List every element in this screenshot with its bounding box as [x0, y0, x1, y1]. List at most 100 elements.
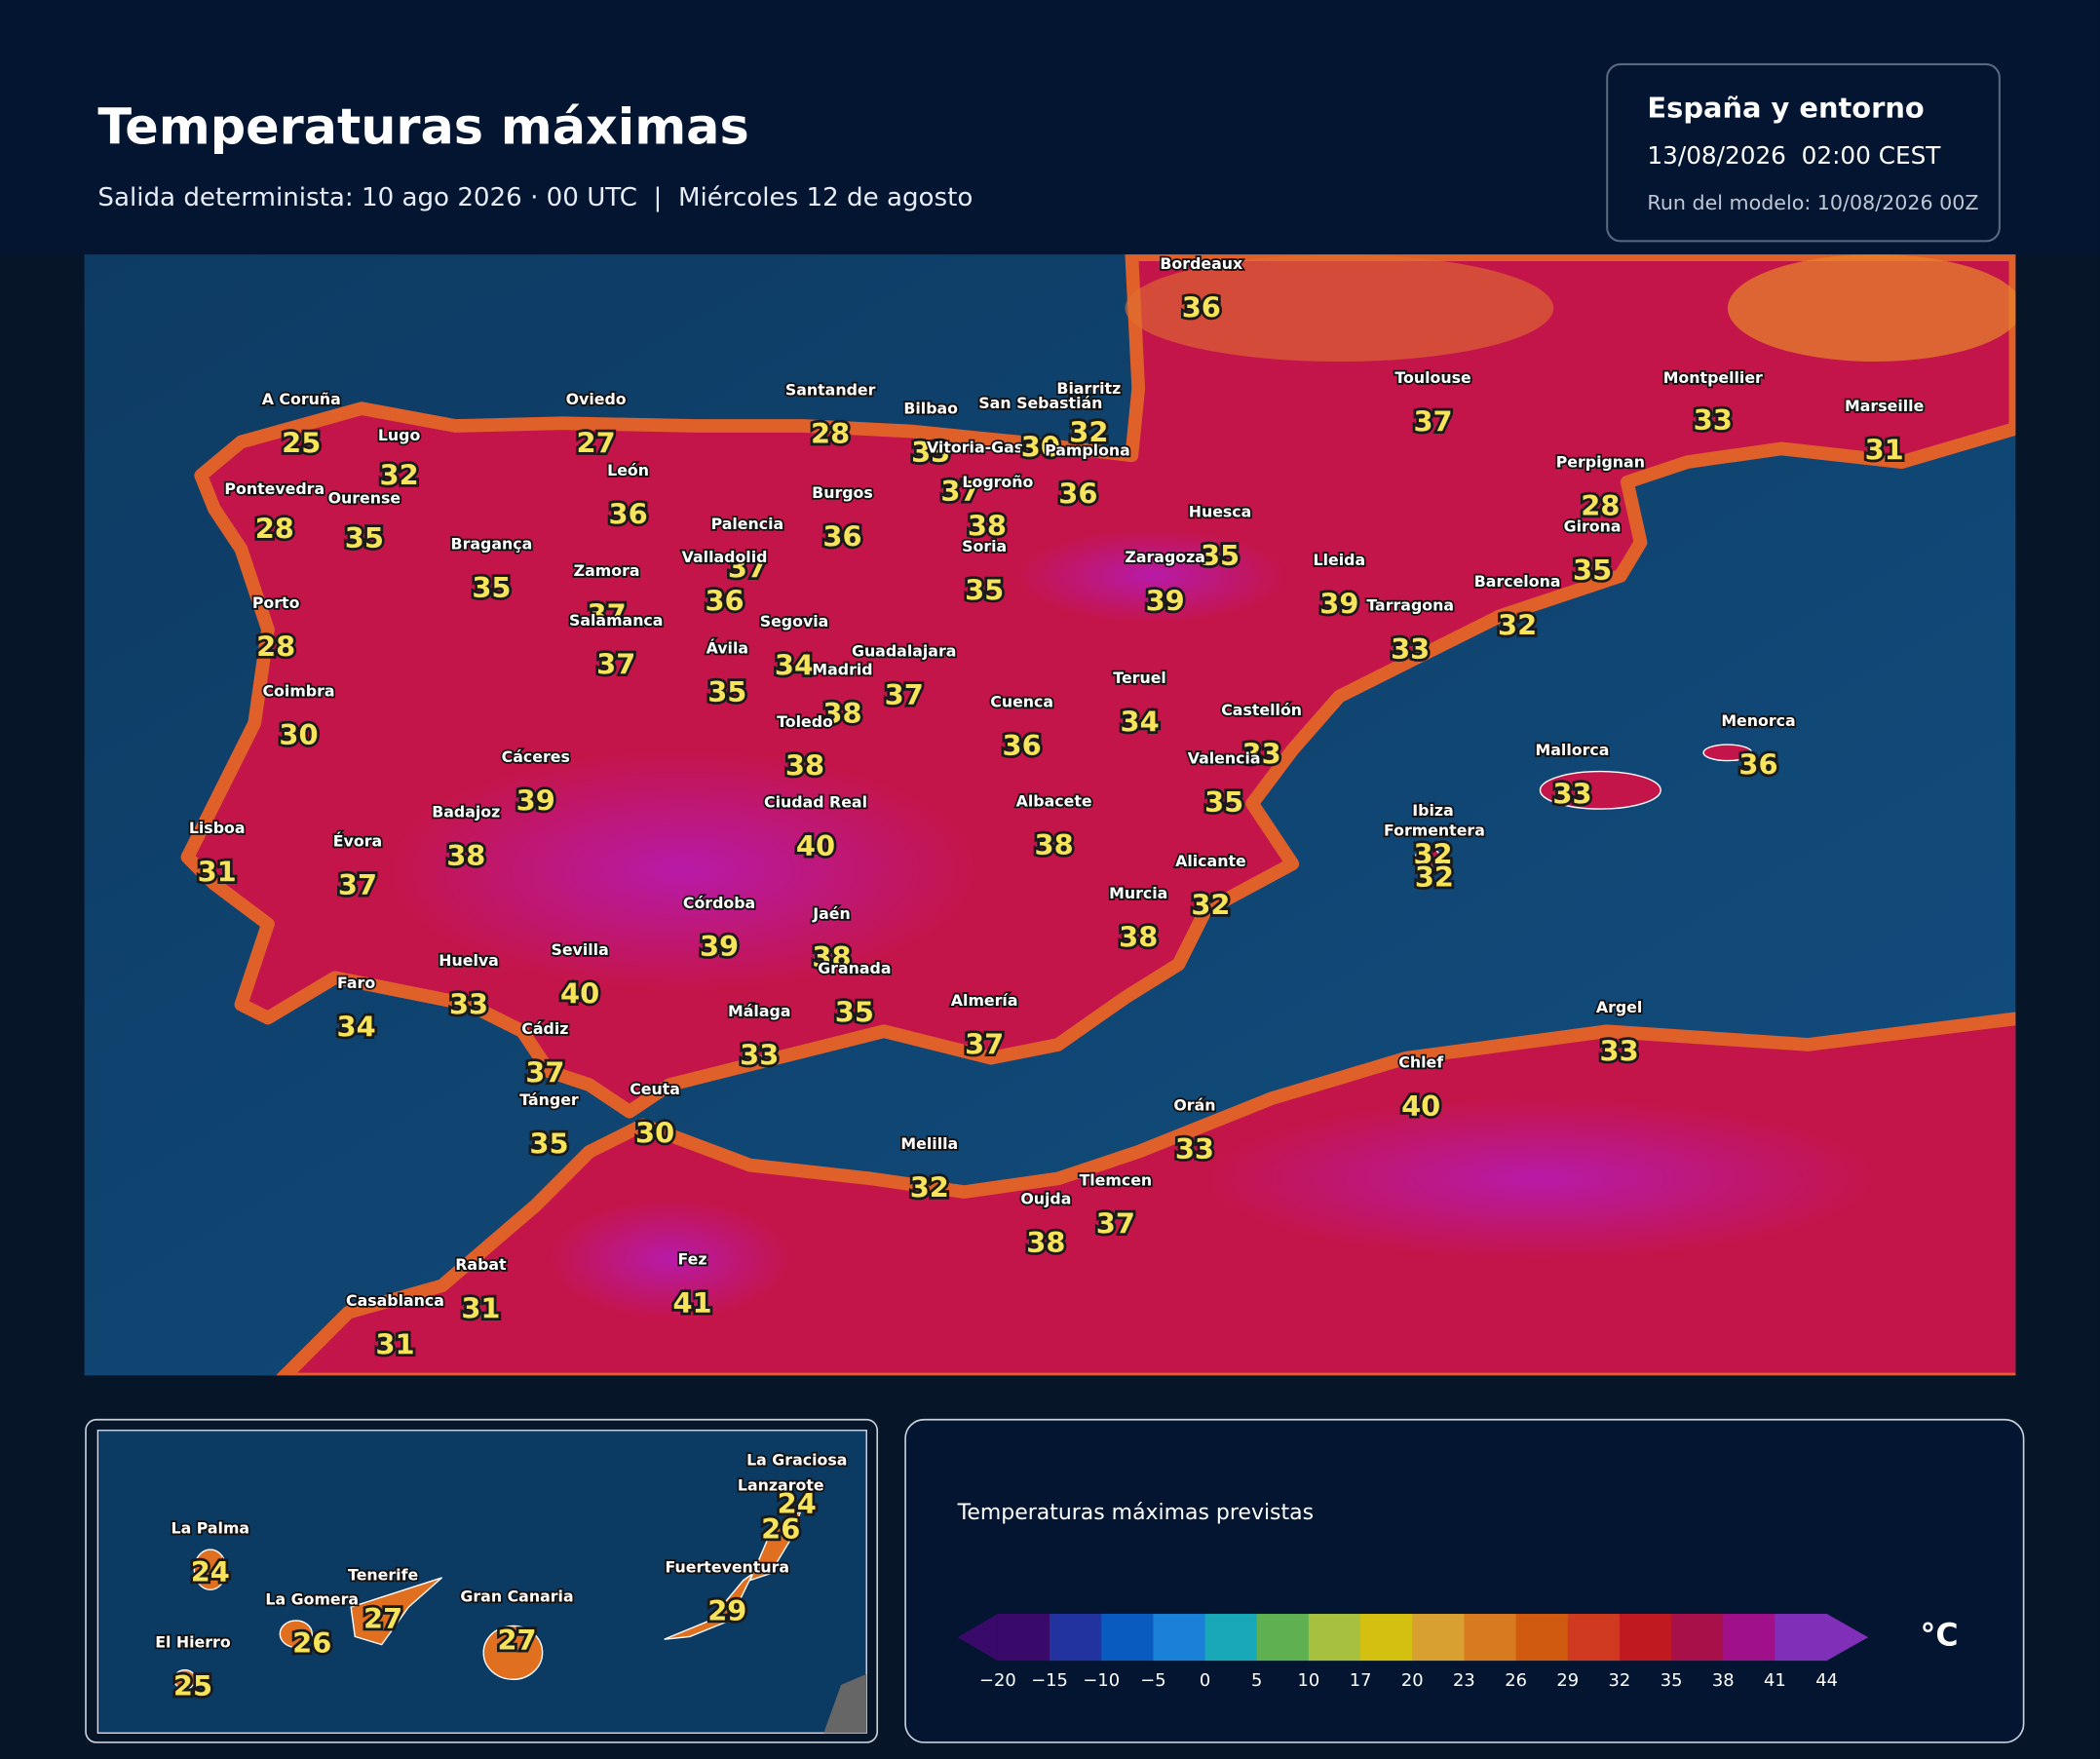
- title: Temperaturas máximas: [97, 97, 748, 155]
- place-name: Pamplona: [1045, 440, 1130, 459]
- place-name: Lisboa: [189, 819, 246, 837]
- place-name: Cádiz: [521, 1019, 568, 1038]
- island: [1702, 744, 1753, 762]
- colorbar-segment: [1256, 1614, 1310, 1662]
- colorbar-tick-label: 10: [1298, 1670, 1320, 1691]
- temperature-label: 33: [740, 1039, 779, 1072]
- place-name: Burgos: [812, 483, 873, 502]
- colorbar-segment: [1360, 1614, 1413, 1662]
- temperature-label: 39: [1319, 587, 1358, 620]
- temperature-label: 40: [1401, 1090, 1440, 1123]
- island: [1414, 847, 1441, 867]
- temperature-label: 30: [1021, 431, 1060, 464]
- place-name: La Palma: [172, 1519, 250, 1538]
- colorbar-segment: [1515, 1614, 1569, 1662]
- place-name: Faro: [337, 974, 375, 992]
- temperature-label: 36: [1003, 729, 1042, 762]
- temperature-label: 32: [1191, 889, 1230, 922]
- island: [350, 1577, 443, 1646]
- colorbar-segment: [1050, 1614, 1102, 1662]
- place-name: Tánger: [519, 1090, 579, 1109]
- place-name: Lanzarote: [738, 1476, 824, 1495]
- place-name: Oviedo: [566, 390, 627, 408]
- colorbar-tick-label: 23: [1453, 1670, 1475, 1691]
- temperature-label: 28: [256, 630, 295, 663]
- temperature-label: 38: [812, 940, 851, 974]
- temperature-label: 32: [380, 458, 419, 491]
- temperature-label: 32: [910, 1171, 949, 1205]
- temperature-label: 37: [728, 551, 767, 584]
- temperature-label: 33: [1599, 1034, 1638, 1067]
- temperature-label: 35: [1204, 785, 1243, 819]
- place-name: Palencia: [711, 515, 784, 533]
- place-name: Huelva: [439, 951, 499, 970]
- coast: [823, 1673, 867, 1734]
- place-name: Évora: [333, 832, 382, 851]
- temperature-label: 37: [525, 1055, 564, 1089]
- colorbar-segment: [1567, 1614, 1621, 1662]
- temperature-label: 24: [778, 1487, 817, 1520]
- colorbar-tick-label: 44: [1815, 1670, 1838, 1691]
- place-name: Casablanca: [346, 1291, 444, 1310]
- temperature-label: 33: [1175, 1132, 1214, 1166]
- place-name: La Gomera: [265, 1589, 359, 1608]
- temperature-label: 31: [1865, 433, 1904, 466]
- temperature-label: 26: [292, 1626, 331, 1660]
- place-name: Mallorca: [1536, 741, 1610, 759]
- place-name: El Hierro: [155, 1632, 231, 1651]
- colorbar-tick-label: 41: [1764, 1670, 1786, 1691]
- colorbar-tick-label: −15: [1031, 1670, 1068, 1691]
- temperature-label: 26: [761, 1512, 800, 1546]
- temperature-label: 27: [577, 427, 616, 460]
- temperature-label: 36: [1058, 478, 1097, 511]
- temperature-label: 25: [173, 1669, 212, 1702]
- temperature-label: 33: [449, 987, 488, 1020]
- temperature-label: 36: [1182, 291, 1221, 325]
- place-name: Castellón: [1221, 701, 1302, 719]
- place-name: Badajoz: [432, 802, 500, 821]
- colorbar-tick-label: 35: [1661, 1670, 1683, 1691]
- temperature-label: 36: [1738, 747, 1777, 781]
- place-name: Perpignan: [1556, 453, 1645, 472]
- place-name: Soria: [962, 537, 1007, 555]
- place-name: Guadalajara: [852, 641, 956, 660]
- place-name: Fuerteventura: [666, 1557, 790, 1576]
- place-name: Málaga: [728, 1002, 790, 1020]
- temperature-label: 37: [596, 647, 635, 680]
- colorbar-tick-label: 20: [1401, 1670, 1424, 1691]
- info-region: España y entorno: [1647, 92, 1924, 125]
- temperature-label: 35: [1201, 539, 1240, 572]
- info-box: [1606, 62, 2001, 243]
- place-name: Bragança: [451, 534, 533, 553]
- place-name: Toledo: [777, 712, 833, 731]
- colorbar-tick-label: 29: [1556, 1670, 1579, 1691]
- colorbar-tick-label: 17: [1350, 1670, 1372, 1691]
- temperature-label: 37: [1413, 405, 1452, 439]
- place-name: Gran Canaria: [460, 1587, 573, 1606]
- temperature-label: 35: [835, 996, 874, 1029]
- colorbar-segment: [1723, 1614, 1776, 1662]
- inset-frame: [85, 1418, 879, 1743]
- temperature-label: 36: [705, 585, 744, 618]
- temperature-label: 34: [775, 649, 814, 682]
- subtitle: Salida determinista: 10 ago 2026 · 00 UT…: [97, 183, 973, 212]
- place-name: Alicante: [1175, 852, 1246, 870]
- colorbar-segment: [1464, 1614, 1517, 1662]
- temperature-label: 32: [1498, 608, 1537, 641]
- place-name: Montpellier: [1663, 368, 1763, 387]
- island: [193, 1549, 227, 1590]
- place-name: Sevilla: [551, 940, 608, 959]
- place-name: Ourense: [328, 489, 401, 508]
- island: [173, 1669, 197, 1690]
- place-name: Jaén: [812, 904, 851, 923]
- colorbar-tick-label: 32: [1609, 1670, 1631, 1691]
- place-name: Formentera: [1384, 822, 1485, 840]
- place-name: Santander: [785, 380, 876, 399]
- colorbar-segment: [1775, 1614, 1828, 1662]
- place-name: Marseille: [1845, 397, 1924, 415]
- temperature-label: 37: [965, 1028, 1004, 1061]
- temperature-label: 33: [911, 436, 950, 469]
- temperature-label: 30: [279, 718, 318, 751]
- temperature-label: 32: [1415, 860, 1454, 894]
